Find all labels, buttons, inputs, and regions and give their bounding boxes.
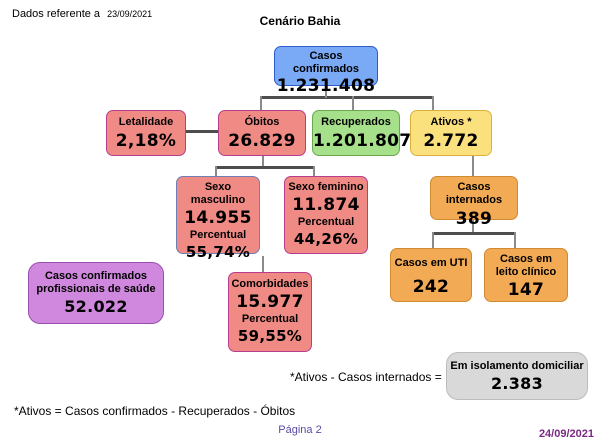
sexo-feminino-value: 11.874 (292, 195, 360, 215)
ativos-value: 2.772 (423, 131, 479, 151)
connector-to-obitos (260, 96, 262, 112)
connector-letalidade-obitos (186, 130, 218, 133)
reference-label: Dados referente a (12, 8, 101, 20)
comorbidades-value: 15.977 (236, 292, 304, 312)
node-casos-internados: Casos internados 389 (430, 176, 518, 229)
sexo-feminino-pct: 44,26% (293, 230, 359, 248)
connector-ativos-down (472, 156, 474, 176)
connector-internados-down (472, 220, 474, 234)
node-comorbidades: Comorbidades 15.977 Percentual 59,55% (228, 272, 312, 352)
connector-to-masculino (215, 166, 217, 178)
node-isolamento-domiciliar: Em isolamento domiciliar 2.383 (446, 352, 588, 400)
reference-date-line: Dados referente a 23/09/2021 (12, 8, 152, 20)
isolamento-formula-note: *Ativos - Casos internados = (290, 370, 442, 384)
casos-internados-value: 389 (455, 209, 493, 229)
letalidade-value: 2,18% (115, 131, 177, 151)
profissionais-saude-label: Casos confirmados profissionais de saúde (36, 270, 156, 295)
profissionais-saude-value: 52.022 (64, 297, 128, 316)
connector-top-bar (260, 96, 434, 99)
casos-leito-clinico-label: Casos em leito clínico (495, 253, 557, 278)
sexo-masculino-value: 14.955 (184, 208, 252, 228)
comorbidades-pct-label: Percentual (241, 313, 299, 325)
connector-to-leito (514, 232, 516, 248)
connector-sexo-bar (215, 166, 315, 169)
isolamento-value: 2.383 (490, 374, 544, 393)
node-casos-uti: Casos em UTI 242 (390, 248, 472, 302)
node-casos-leito-clinico: Casos em leito clínico 147 (484, 248, 568, 302)
recuperados-value: 1.201.807 (313, 131, 412, 151)
connector-confirmados-down (325, 86, 327, 98)
node-recuperados: Recuperados 1.201.807 (312, 110, 412, 156)
isolamento-label: Em isolamento domiciliar (450, 360, 584, 372)
obitos-label: Óbitos (244, 116, 280, 128)
comorbidades-pct: 59,55% (237, 327, 303, 345)
casos-confirmados-label: Casos confirmados (292, 50, 359, 75)
comorbidades-label: Comorbidades (231, 278, 309, 290)
connector-to-recuperados (352, 96, 354, 112)
sexo-feminino-label: Sexo feminino (288, 181, 364, 193)
node-obitos: Óbitos 26.829 (218, 110, 306, 156)
node-sexo-masculino: Sexo masculino 14.955 Percentual 55,74% (176, 176, 260, 261)
connector-to-ativos (432, 96, 434, 112)
node-casos-confirmados: Casos confirmados 1.231.408 (274, 46, 378, 96)
node-letalidade: Letalidade 2,18% (106, 110, 186, 156)
casos-internados-label: Casos internados (445, 181, 503, 206)
connector-to-uti (432, 232, 434, 248)
ativos-label: Ativos * (430, 116, 472, 128)
connector-internados-bar (432, 232, 516, 235)
casos-confirmados-value: 1.231.408 (276, 76, 376, 96)
node-sexo-feminino: Sexo feminino 11.874 Percentual 44,26% (284, 176, 368, 254)
casos-uti-value: 242 (412, 277, 450, 297)
page-number: Página 2 (278, 424, 322, 436)
node-ativos: Ativos * 2.772 (410, 110, 492, 156)
sexo-masculino-pct-label: Percentual (189, 229, 247, 241)
connector-to-feminino (313, 166, 315, 178)
obitos-value: 26.829 (228, 131, 296, 151)
diagram-title: Cenário Bahia (259, 14, 341, 28)
casos-uti-label: Casos em UTI (394, 257, 468, 269)
recuperados-label: Recuperados (321, 116, 391, 128)
node-profissionais-saude: Casos confirmados profissionais de saúde… (28, 262, 164, 324)
casos-leito-clinico-value: 147 (507, 280, 545, 300)
connector-to-comorbidades (262, 256, 264, 272)
reference-date: 23/09/2021 (107, 9, 153, 19)
sexo-masculino-label: Sexo masculino (190, 181, 246, 206)
connector-obitos-down (262, 156, 264, 168)
letalidade-label: Letalidade (118, 116, 174, 128)
sexo-masculino-pct: 55,74% (185, 243, 251, 261)
ativos-formula-note: *Ativos = Casos confirmados - Recuperado… (14, 404, 296, 418)
print-date: 24/09/2021 (538, 428, 594, 440)
sexo-feminino-pct-label: Percentual (297, 216, 355, 228)
